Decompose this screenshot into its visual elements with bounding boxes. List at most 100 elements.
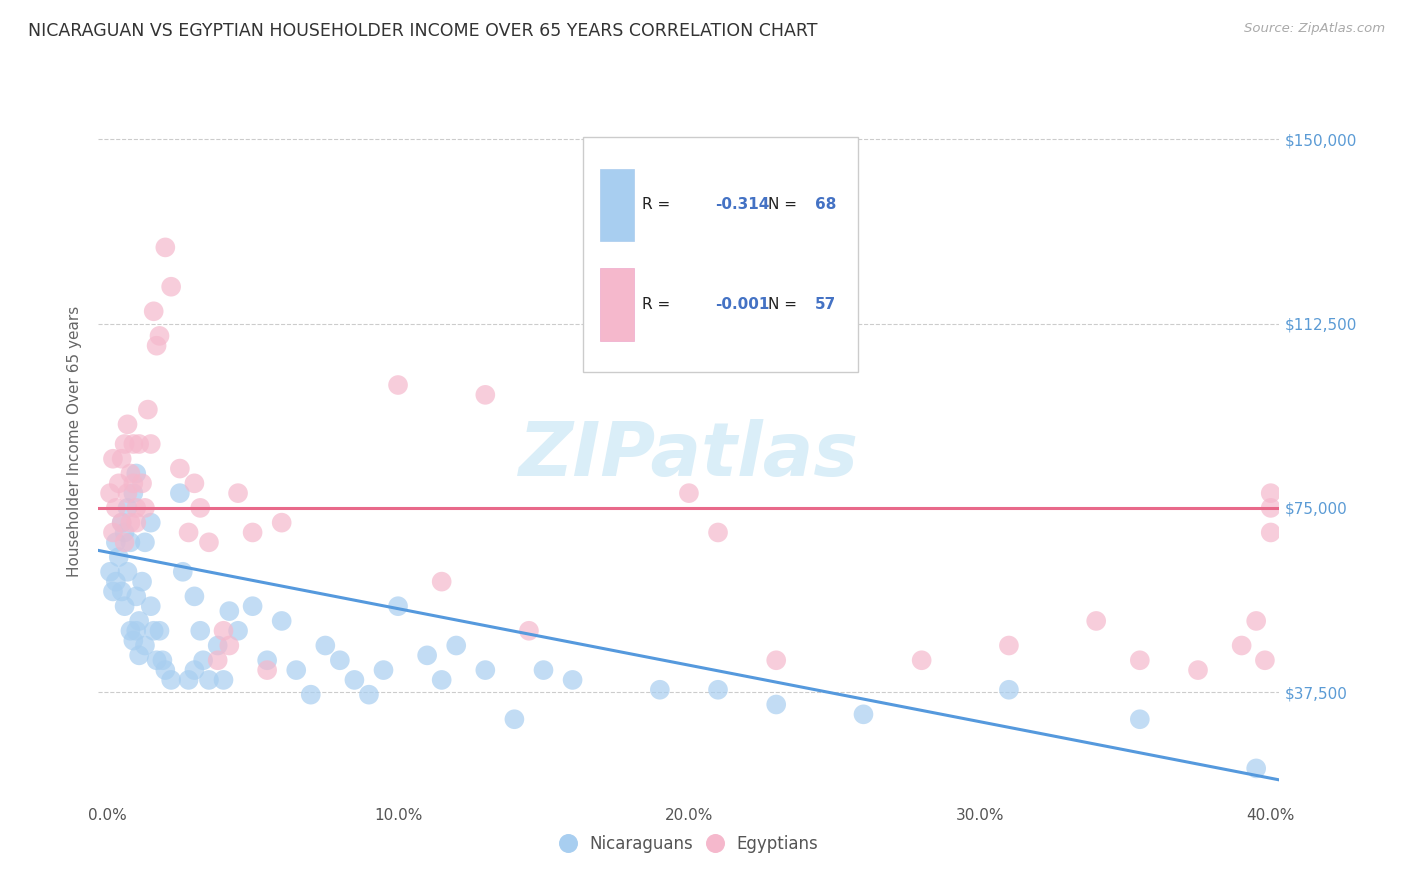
Text: R =: R =	[643, 297, 675, 312]
Point	[139, 437, 162, 451]
Point	[139, 516, 162, 530]
Point	[998, 639, 1021, 653]
Point	[172, 565, 194, 579]
Point	[1244, 614, 1267, 628]
Point	[270, 516, 292, 530]
Point	[128, 437, 150, 451]
Point	[270, 614, 292, 628]
Point	[114, 437, 136, 451]
Point	[177, 525, 200, 540]
Point	[139, 599, 162, 614]
Point	[285, 663, 308, 677]
Point	[678, 486, 700, 500]
Point	[125, 500, 148, 515]
Point	[134, 639, 156, 653]
Point	[128, 648, 150, 663]
Point	[104, 574, 127, 589]
Point	[120, 467, 142, 481]
Point	[329, 653, 352, 667]
Point	[114, 535, 136, 549]
Point	[256, 663, 278, 677]
Point	[226, 486, 249, 500]
Text: 57: 57	[814, 297, 837, 312]
Point	[101, 584, 124, 599]
Text: Source: ZipAtlas.com: Source: ZipAtlas.com	[1244, 22, 1385, 36]
Point	[145, 339, 167, 353]
Point	[561, 673, 583, 687]
Point	[114, 599, 136, 614]
Y-axis label: Householder Income Over 65 years: Householder Income Over 65 years	[67, 306, 83, 577]
Point	[142, 624, 165, 638]
Point	[198, 535, 221, 549]
Point	[122, 633, 145, 648]
Point	[416, 648, 439, 663]
Point	[188, 500, 211, 515]
Point	[1129, 712, 1152, 726]
Point	[98, 486, 121, 500]
Point	[145, 653, 167, 667]
Text: NICARAGUAN VS EGYPTIAN HOUSEHOLDER INCOME OVER 65 YEARS CORRELATION CHART: NICARAGUAN VS EGYPTIAN HOUSEHOLDER INCOM…	[28, 22, 818, 40]
Point	[387, 378, 409, 392]
Point	[256, 653, 278, 667]
Point	[104, 535, 127, 549]
Point	[120, 516, 142, 530]
Point	[122, 486, 145, 500]
Point	[131, 574, 153, 589]
Point	[101, 525, 124, 540]
Point	[117, 500, 139, 515]
Point	[117, 565, 139, 579]
Point	[183, 476, 205, 491]
Point	[136, 402, 159, 417]
Text: -0.314: -0.314	[716, 197, 769, 212]
Point	[765, 698, 787, 712]
Point	[142, 304, 165, 318]
Text: N =: N =	[768, 197, 801, 212]
Point	[169, 486, 191, 500]
Point	[111, 516, 134, 530]
Point	[169, 461, 191, 475]
Point	[357, 688, 380, 702]
Point	[212, 624, 235, 638]
Point	[131, 476, 153, 491]
Point	[1254, 653, 1277, 667]
Point	[998, 682, 1021, 697]
Point	[198, 673, 221, 687]
Point	[125, 624, 148, 638]
Point	[343, 673, 366, 687]
Point	[160, 279, 183, 293]
Point	[98, 565, 121, 579]
Point	[765, 653, 787, 667]
Point	[122, 476, 145, 491]
Point	[503, 712, 526, 726]
Point	[444, 639, 467, 653]
Point	[183, 590, 205, 604]
Point	[648, 682, 671, 697]
Point	[1260, 525, 1282, 540]
Point	[242, 525, 264, 540]
Point	[107, 549, 129, 564]
Point	[160, 673, 183, 687]
Point	[134, 500, 156, 515]
Point	[387, 599, 409, 614]
Point	[183, 663, 205, 677]
Point	[125, 516, 148, 530]
Point	[1187, 663, 1209, 677]
Text: N =: N =	[768, 297, 801, 312]
Text: -0.001: -0.001	[716, 297, 769, 312]
Point	[188, 624, 211, 638]
Point	[155, 663, 177, 677]
Point	[177, 673, 200, 687]
Point	[212, 673, 235, 687]
Legend: Nicaraguans, Egyptians: Nicaraguans, Egyptians	[553, 828, 825, 860]
Point	[218, 604, 240, 618]
Point	[104, 500, 127, 515]
Point	[101, 451, 124, 466]
Point	[373, 663, 395, 677]
Point	[111, 584, 134, 599]
Point	[911, 653, 934, 667]
Point	[314, 639, 336, 653]
Text: 68: 68	[814, 197, 837, 212]
Point	[430, 673, 453, 687]
Point	[430, 574, 453, 589]
Point	[207, 639, 229, 653]
